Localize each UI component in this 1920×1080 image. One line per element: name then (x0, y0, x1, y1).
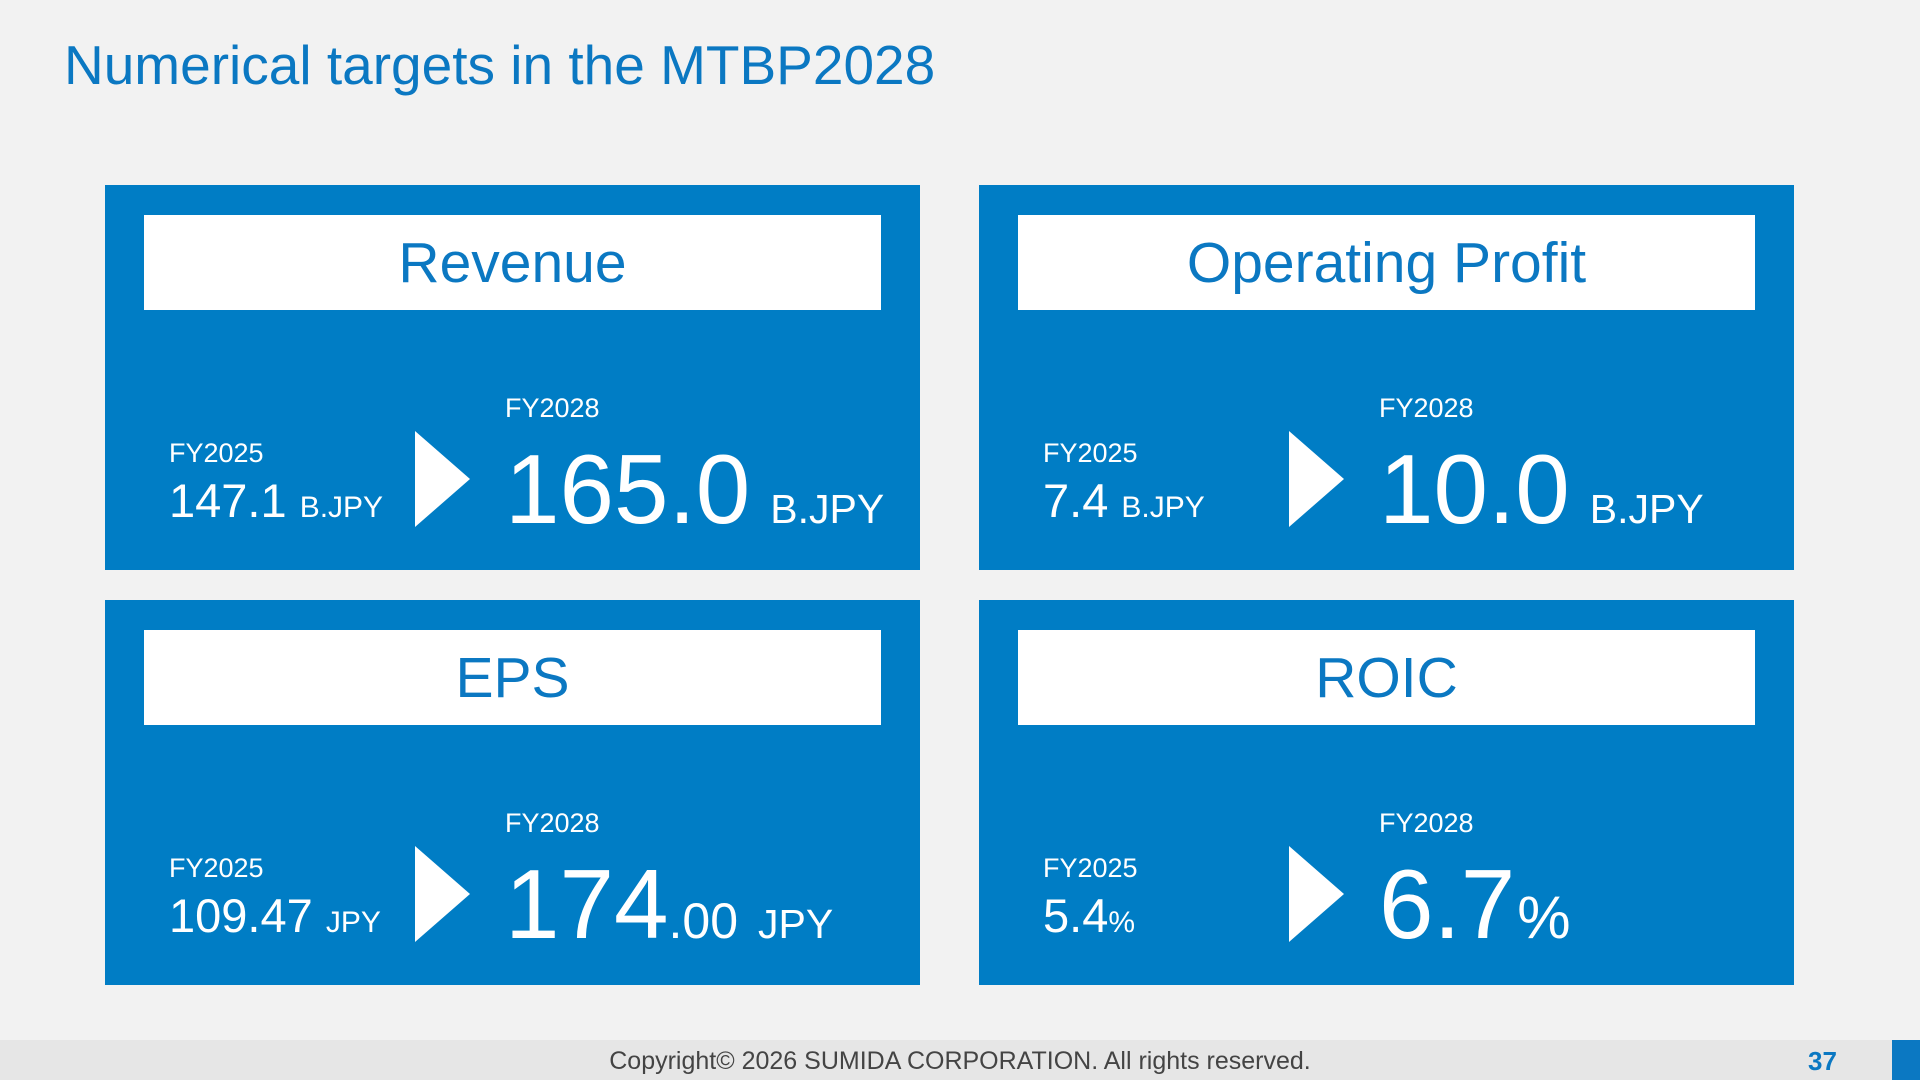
target-value-number: 165.0 (505, 434, 751, 544)
target-value-number: 174 (505, 849, 669, 959)
from-value: 7.4 B.JPY (1043, 477, 1205, 524)
page-title: Numerical targets in the MTBP2028 (64, 34, 936, 96)
target-value-unit: JPY (758, 901, 834, 947)
kpi-card-heading: Revenue (144, 215, 881, 310)
kpi-card-heading: EPS (144, 630, 881, 725)
from-value-unit: % (1108, 906, 1136, 939)
from-value: 5.4% (1043, 892, 1135, 939)
target-year-label: FY2028 (1379, 393, 1474, 423)
from-value: 147.1 B.JPY (169, 477, 383, 524)
kpi-card-heading: ROIC (1018, 630, 1755, 725)
target-value: 165.0 B.JPY (505, 440, 884, 538)
target-value-unit: % (1517, 884, 1571, 951)
target-year-label: FY2028 (505, 808, 600, 838)
from-value-number: 109.47 (169, 889, 313, 942)
corner-accent (1892, 1040, 1920, 1080)
from-year-label: FY2025 (169, 438, 264, 468)
target-value-number: 6.7 (1379, 849, 1516, 959)
kpi-card-heading: Operating Profit (1018, 215, 1755, 310)
triangle-right-icon (415, 846, 470, 942)
target-value-unit: B.JPY (1589, 486, 1704, 532)
from-value: 109.47 JPY (169, 892, 381, 939)
from-value-number: 7.4 (1043, 474, 1109, 527)
triangle-right-icon (1289, 846, 1344, 942)
kpi-card-operating-profit: Operating Profit FY2025 7.4 B.JPY FY2028… (979, 185, 1794, 570)
copyright-text: Copyright© 2026 SUMIDA CORPORATION. All … (609, 1047, 1311, 1075)
kpi-card-eps: EPS FY2025 109.47 JPY FY2028 174.00 JPY (105, 600, 920, 985)
target-year-label: FY2028 (505, 393, 600, 423)
target-value: 6.7% (1379, 855, 1571, 953)
target-value: 174.00 JPY (505, 855, 833, 953)
from-value-number: 5.4 (1043, 889, 1109, 942)
from-value-unit: B.JPY (1121, 491, 1205, 524)
target-value-unit: B.JPY (770, 486, 885, 532)
from-value-number: 147.1 (169, 474, 287, 527)
triangle-right-icon (1289, 431, 1344, 527)
kpi-card-roic: ROIC FY2025 5.4% FY2028 6.7% (979, 600, 1794, 985)
kpi-card-revenue: Revenue FY2025 147.1 B.JPY FY2028 165.0 B… (105, 185, 920, 570)
from-year-label: FY2025 (1043, 438, 1138, 468)
from-year-label: FY2025 (1043, 853, 1138, 883)
target-value-decimals: .00 (668, 893, 739, 949)
page-number: 37 (1808, 1046, 1837, 1076)
triangle-right-icon (415, 431, 470, 527)
from-year-label: FY2025 (169, 853, 264, 883)
target-year-label: FY2028 (1379, 808, 1474, 838)
from-value-unit: B.JPY (299, 491, 384, 524)
target-value-number: 10.0 (1379, 434, 1570, 544)
target-value: 10.0 B.JPY (1379, 440, 1704, 538)
from-value-unit: JPY (325, 906, 381, 939)
footer-bar (0, 1040, 1920, 1080)
